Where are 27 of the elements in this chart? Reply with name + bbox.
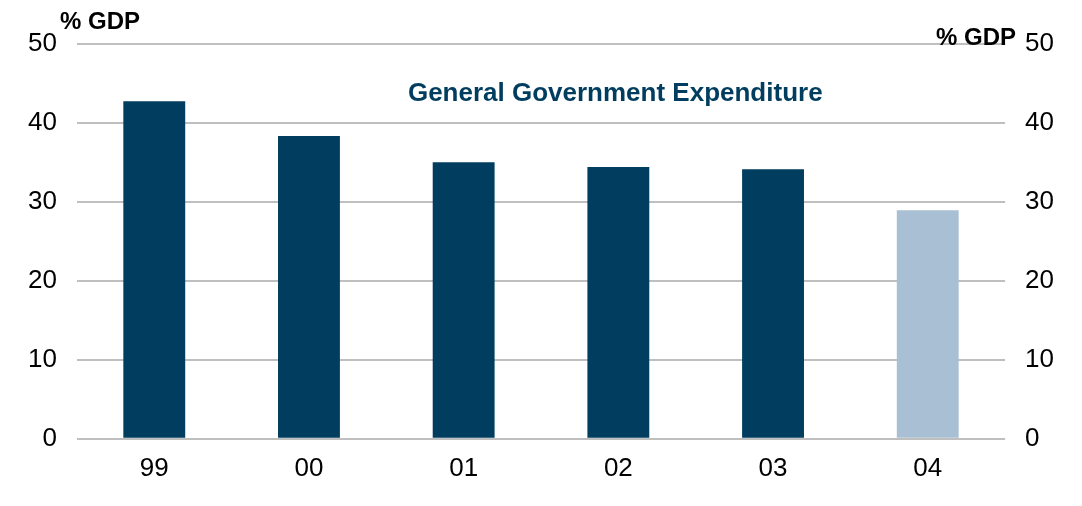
bar bbox=[278, 136, 340, 438]
x-tick-label: 99 bbox=[139, 451, 169, 482]
bar bbox=[587, 166, 650, 438]
x-tick-label: 02 bbox=[603, 451, 633, 482]
y-tick-label: 0 bbox=[42, 421, 57, 452]
y2-axis-title: % GDP bbox=[935, 22, 1016, 50]
y-tick-label: 20 bbox=[28, 263, 57, 294]
y-tick-label: 40 bbox=[28, 105, 57, 136]
bar bbox=[742, 169, 804, 438]
text: General Government Expenditure bbox=[407, 76, 823, 107]
x-tick-label: 04 bbox=[913, 451, 943, 482]
y2-tick-label: 30 bbox=[1025, 184, 1054, 215]
y-axis-title: % GDP bbox=[60, 6, 141, 34]
x-tick-label: 03 bbox=[758, 451, 788, 482]
y-tick-label: 30 bbox=[28, 184, 57, 215]
y2-tick-label: 50 bbox=[1025, 26, 1054, 57]
bar bbox=[896, 210, 959, 438]
y2-tick-label: 20 bbox=[1025, 263, 1054, 294]
y2-tick-label: 40 bbox=[1025, 105, 1054, 136]
y-tick-label: 10 bbox=[28, 342, 57, 373]
y-tick-label: 50 bbox=[28, 26, 57, 57]
x-tick-label: 00 bbox=[294, 451, 324, 482]
y2-tick-label: 10 bbox=[1025, 342, 1054, 373]
y2-tick-label: 0 bbox=[1025, 421, 1040, 452]
bar bbox=[123, 101, 186, 438]
x-tick-label: 01 bbox=[449, 451, 479, 482]
bar bbox=[432, 162, 495, 438]
